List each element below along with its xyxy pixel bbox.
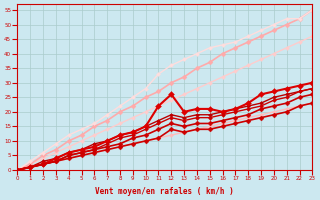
X-axis label: Vent moyen/en rafales ( km/h ): Vent moyen/en rafales ( km/h ) [95, 187, 234, 196]
